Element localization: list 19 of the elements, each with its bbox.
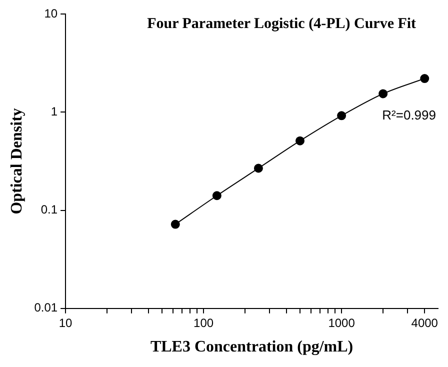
y-axis-title: Optical Density xyxy=(8,108,26,214)
point xyxy=(296,136,305,146)
point xyxy=(254,164,263,173)
point xyxy=(378,89,388,98)
annotation: R²=0.999 xyxy=(382,108,436,123)
point xyxy=(337,111,346,120)
point xyxy=(420,74,430,84)
chart-title: Four Parameter Logistic (4-PL) Curve Fit xyxy=(147,16,416,32)
point xyxy=(170,220,180,229)
x-tick-label: 1000 xyxy=(328,316,356,330)
y-tick-label: 10 xyxy=(44,6,58,20)
point xyxy=(212,191,222,200)
y-tick-label: 1 xyxy=(50,104,58,118)
x-tick-label: 10 xyxy=(58,316,73,330)
y-tick-label: 0.1 xyxy=(40,202,58,217)
x-tick-label: 4000 xyxy=(411,316,438,330)
y-tick-label: 0.01 xyxy=(34,300,58,315)
x-tick-label: 100 xyxy=(194,316,214,330)
x-axis-title: TLE3 Concentration (pg/mL) xyxy=(150,338,354,356)
